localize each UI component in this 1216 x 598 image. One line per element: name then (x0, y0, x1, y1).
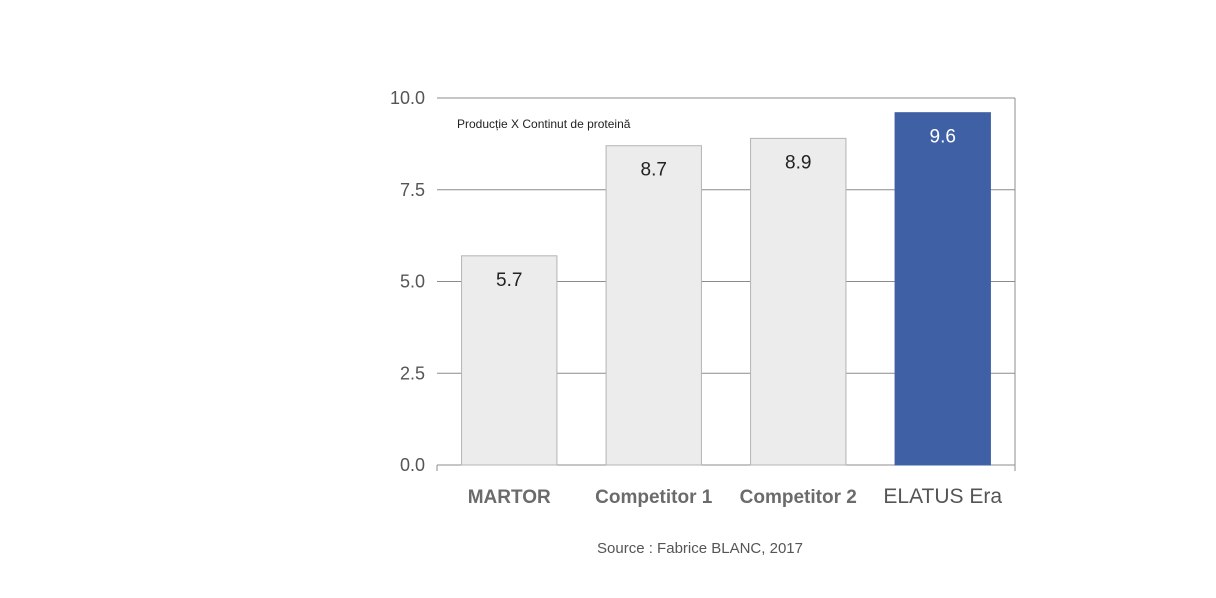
source-note: Source : Fabrice BLANC, 2017 (597, 540, 803, 557)
bar-elatus-era (894, 112, 991, 466)
bar-competitor-2 (750, 137, 847, 466)
data-label: 8.9 (785, 152, 811, 173)
bar-competitor-1 (605, 145, 702, 466)
x-category-label: MARTOR (468, 487, 551, 508)
x-category-label: ELATUS Era (883, 485, 1002, 508)
x-category-label: Competitor 1 (595, 487, 713, 508)
data-label: 8.7 (641, 160, 667, 181)
bar-layer (461, 112, 991, 466)
y-tick-label: 5.0 (400, 272, 425, 292)
bar-martor (461, 255, 558, 466)
x-category-label: Competitor 2 (740, 487, 857, 508)
data-label: 5.7 (496, 270, 522, 291)
y-tick-label: 2.5 (400, 363, 425, 383)
label-layer: 0.0 2.5 5.0 7.5 10.0 5.7 MARTOR 8.7 Competitor 1… (390, 88, 1002, 508)
y-tick-label: 7.5 (400, 180, 425, 200)
y-tick-label: 0.0 (400, 455, 425, 475)
y-tick-label: 10.0 (390, 88, 425, 108)
chart-title: Producție X Continut de proteină (457, 117, 631, 131)
data-label: 9.6 (930, 127, 956, 148)
